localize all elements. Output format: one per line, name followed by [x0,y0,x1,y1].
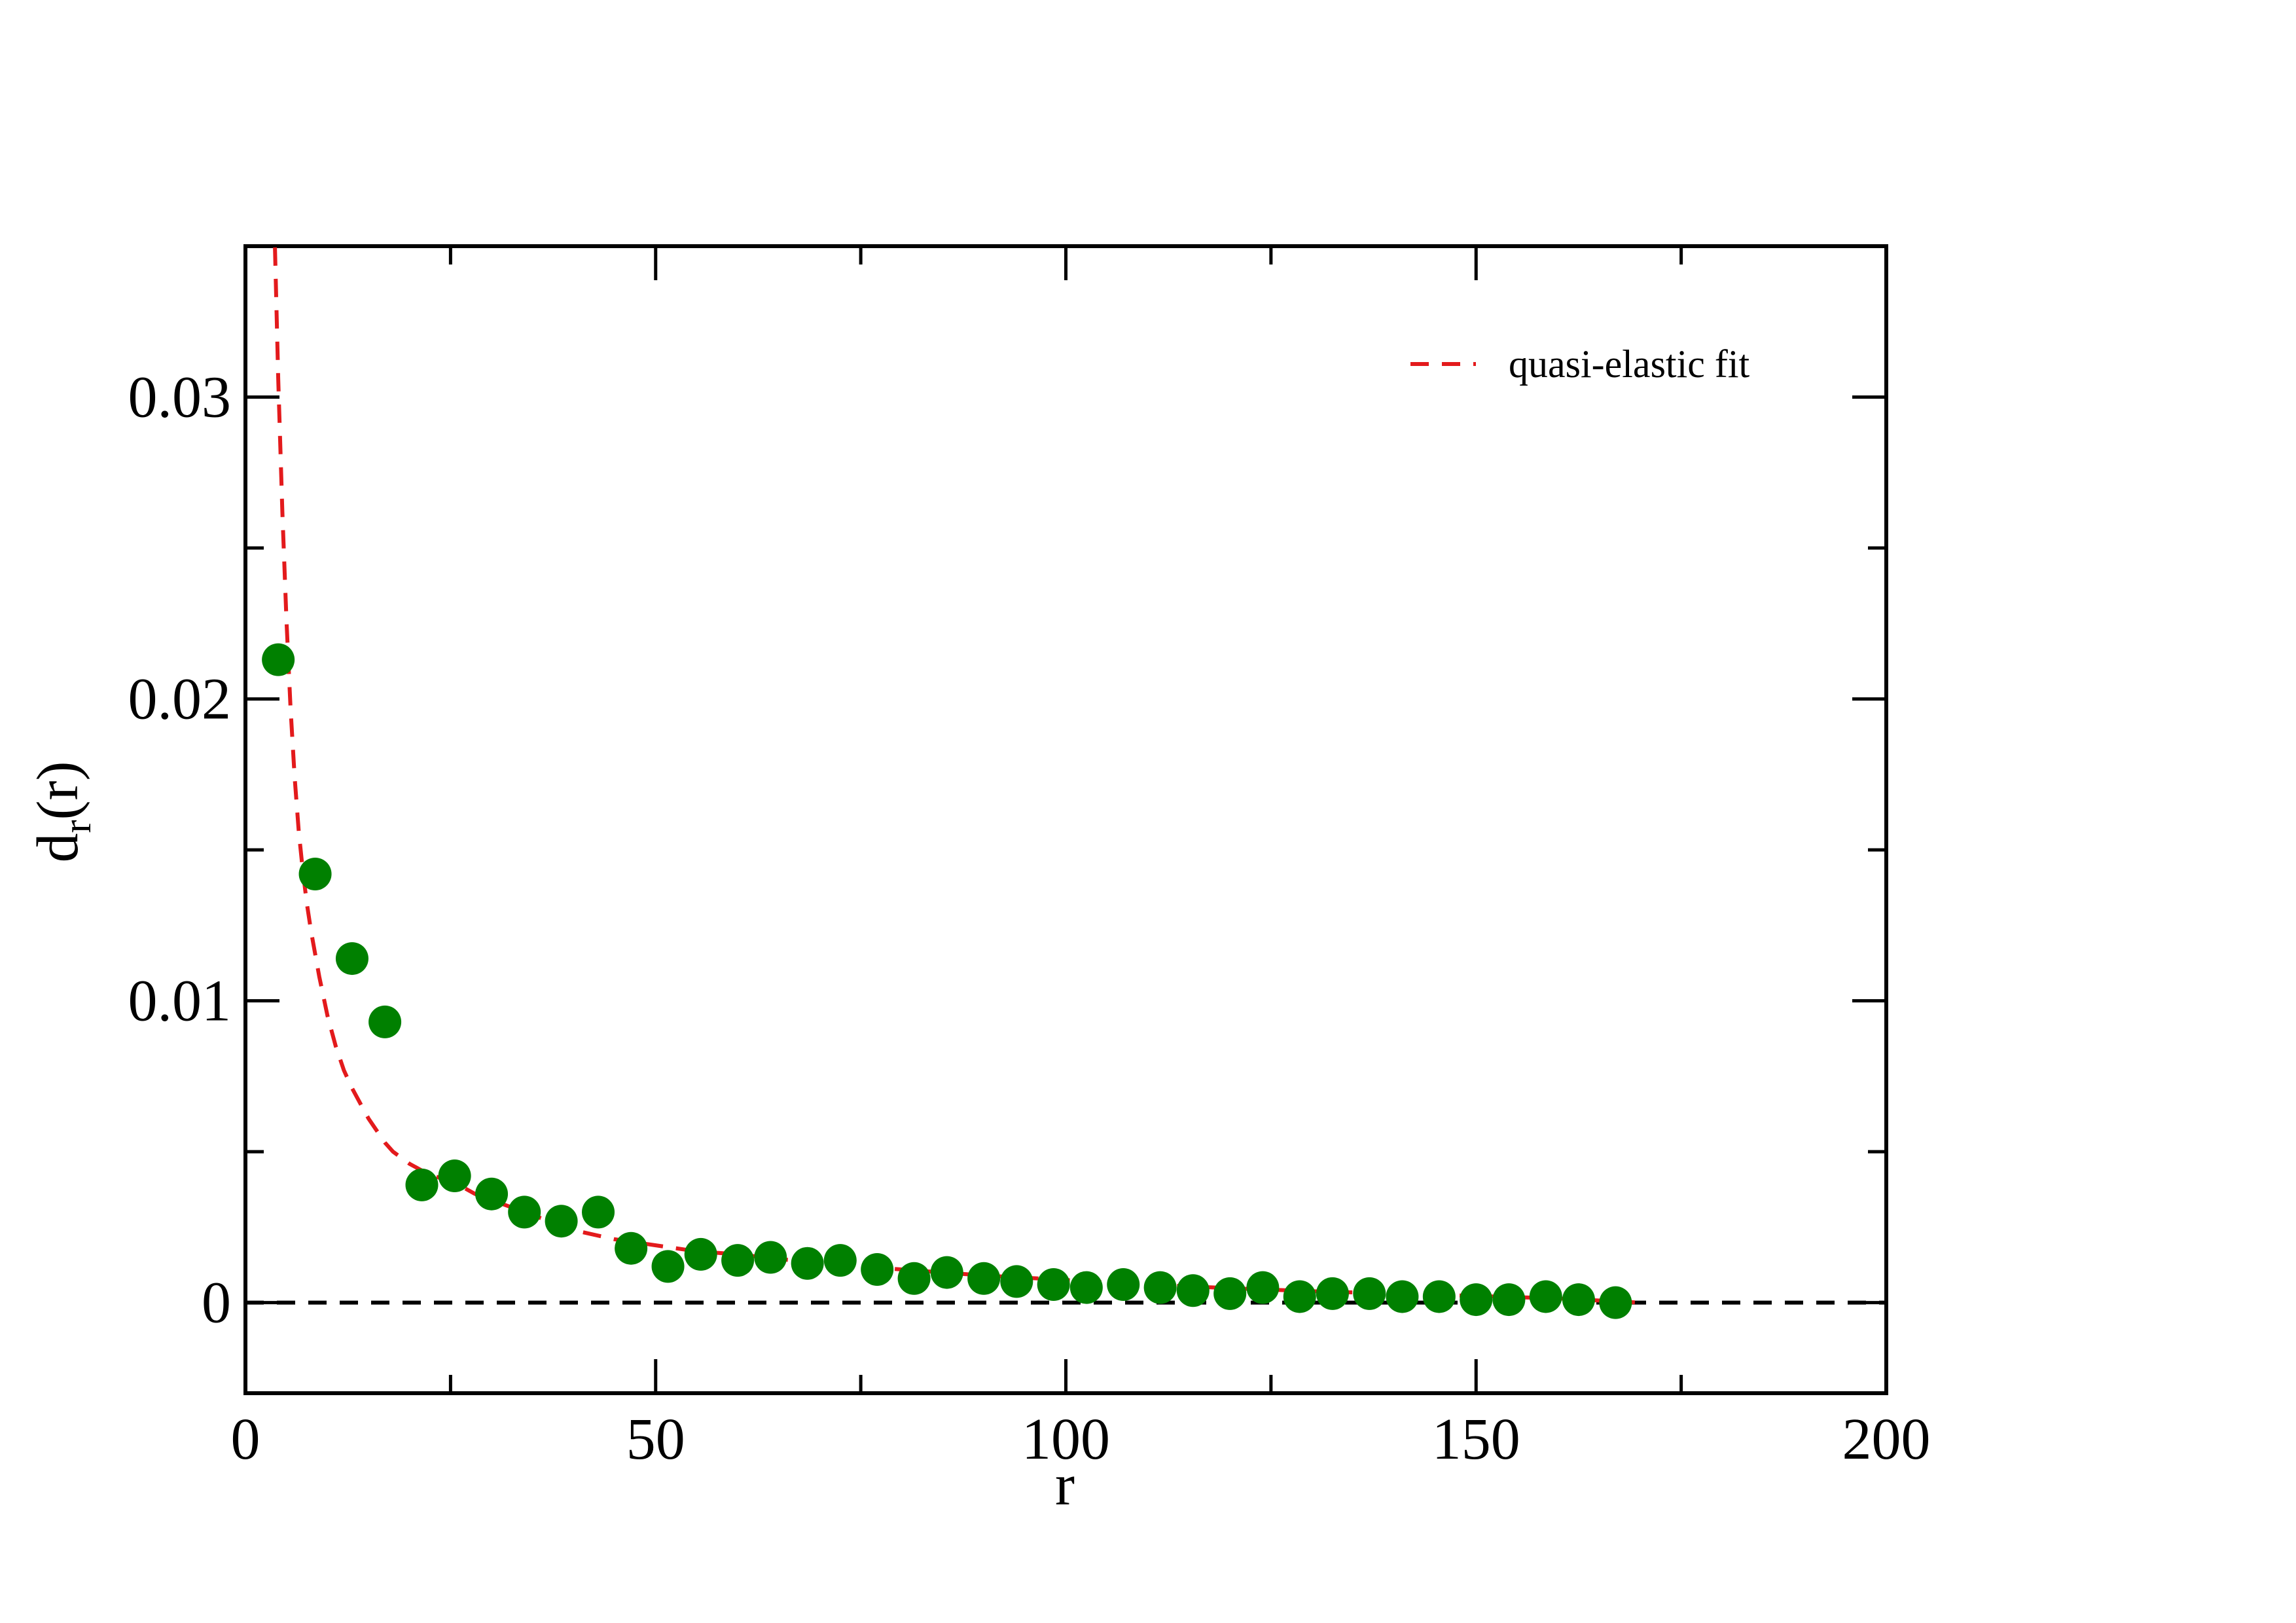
data-point [615,1231,648,1265]
data-point [791,1247,824,1280]
x-tick-label: 0 [231,1407,260,1472]
data-point [1562,1283,1595,1317]
data-point [508,1195,541,1229]
data-point [298,857,332,890]
data-point [823,1244,857,1277]
legend-label-fit-line: quasi-elastic fit [1509,342,1750,386]
data-point [262,643,295,676]
data-point [754,1241,787,1274]
y-axis-label: dr(r) [26,761,99,863]
data-point [684,1237,717,1271]
plot-frame [243,244,1888,1395]
x-tick-label: 150 [1432,1407,1520,1472]
plot-area [243,244,1888,1395]
data-point [967,1262,1001,1295]
y-tick-label: 0.02 [128,667,232,732]
data-point [1316,1277,1349,1310]
data-point [1492,1283,1526,1317]
data-point [368,1005,402,1038]
data-point [1599,1286,1632,1319]
data-points-series [262,643,1632,1319]
data-point [897,1262,931,1295]
data-point [1037,1268,1070,1302]
fit-line [273,246,1641,1305]
fit-line-series [273,246,1641,1305]
data-point [405,1168,439,1201]
data-point [1213,1277,1247,1310]
data-point [1460,1283,1493,1317]
data-point [1386,1280,1419,1313]
data-point [1353,1277,1386,1310]
y-tick-label: 0 [202,1271,231,1336]
data-point [861,1252,894,1286]
data-point [475,1177,509,1211]
data-point [1246,1271,1280,1304]
data-point [438,1159,471,1193]
data-point [1176,1274,1210,1307]
x-tick-label: 100 [1022,1407,1110,1472]
data-point [1069,1271,1103,1304]
data-point [545,1205,578,1238]
x-axis-label: r [1055,1453,1075,1518]
y-axis-label-suffix: (r) [26,761,90,820]
y-axis-label-main: d [26,833,90,862]
x-tick-label: 200 [1842,1407,1931,1472]
x-tick-label: 50 [626,1407,685,1472]
data-point [721,1244,755,1277]
data-point [1422,1280,1456,1313]
data-point [1143,1271,1177,1304]
data-point [335,942,368,976]
legend: quasi-elastic fit [1410,342,1750,386]
y-tick-label: 0.01 [128,969,232,1034]
y-axis-label-subscript: r [56,820,99,833]
tick-labels: 0 50 100 150 200 0 0.01 0.02 0.03 [128,365,1931,1472]
data-point [1000,1265,1033,1298]
data-point [1283,1280,1316,1313]
data-point [930,1256,963,1289]
y-tick-label: 0.03 [128,365,232,430]
axis-ticks [243,246,1888,1393]
data-point [651,1250,685,1283]
data-point [1529,1280,1562,1313]
data-point [582,1195,615,1229]
data-point [1107,1268,1140,1302]
